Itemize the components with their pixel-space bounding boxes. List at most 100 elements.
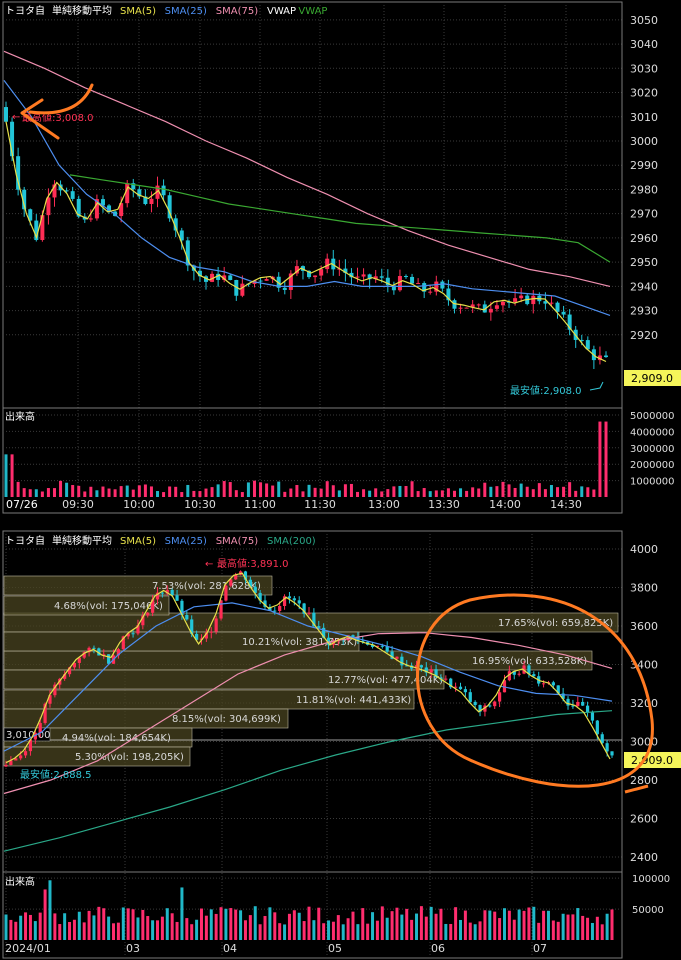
current-price-box bbox=[624, 752, 681, 768]
volume-bar bbox=[537, 922, 541, 940]
volume-bar bbox=[43, 889, 47, 940]
candle bbox=[346, 635, 350, 641]
volume-profile-label: 8.15%(vol: 304,699K) bbox=[172, 714, 281, 725]
candle bbox=[53, 684, 57, 696]
volume-bar bbox=[248, 915, 252, 940]
candle bbox=[282, 596, 287, 607]
candle bbox=[585, 340, 590, 350]
volume-bar bbox=[604, 421, 608, 497]
volume-bar bbox=[546, 910, 550, 940]
volume-bar bbox=[253, 906, 257, 940]
volume-bar bbox=[113, 489, 117, 497]
volume-bar bbox=[444, 923, 448, 940]
candle bbox=[88, 218, 93, 220]
volume-bar bbox=[405, 908, 409, 940]
volume-bar bbox=[229, 908, 233, 940]
volume-bar bbox=[65, 482, 69, 497]
x-tick-label: 07 bbox=[533, 942, 547, 955]
candle bbox=[597, 355, 602, 361]
legend-item: トヨタ自 bbox=[5, 534, 45, 547]
sma25-line bbox=[3, 80, 611, 316]
candle bbox=[395, 656, 399, 659]
volume-bar bbox=[234, 909, 238, 940]
volume-bar bbox=[263, 916, 267, 940]
sma75-line bbox=[3, 50, 611, 287]
volume-bar bbox=[199, 908, 203, 940]
volume-bar bbox=[224, 908, 228, 940]
volume-bar bbox=[97, 906, 101, 940]
y-tick-label: 3200 bbox=[630, 697, 658, 710]
y-tick-label: 2920 bbox=[630, 329, 658, 342]
candle bbox=[43, 703, 47, 723]
candle bbox=[434, 281, 439, 292]
candle bbox=[488, 308, 493, 313]
high-arrow: ← bbox=[12, 112, 20, 123]
candle bbox=[551, 682, 555, 686]
y-tick-label: 3030 bbox=[630, 62, 658, 75]
volume-bar bbox=[380, 906, 384, 940]
candle bbox=[167, 195, 172, 219]
candle bbox=[72, 662, 77, 668]
legend-item: 単純移動平均 bbox=[52, 4, 112, 17]
legend-item: VWAP bbox=[267, 6, 296, 17]
legend-item: VWAP bbox=[298, 6, 327, 17]
volume-bar bbox=[297, 912, 301, 940]
volume-bar bbox=[307, 906, 311, 940]
candle bbox=[355, 276, 360, 278]
candle bbox=[476, 304, 481, 306]
candle bbox=[292, 598, 296, 601]
volume-bar bbox=[434, 913, 438, 940]
candle bbox=[14, 758, 18, 761]
volume-bar bbox=[58, 924, 62, 940]
candle bbox=[240, 283, 245, 296]
volume-bar bbox=[126, 908, 130, 940]
candle bbox=[282, 287, 287, 290]
volume-bar bbox=[185, 918, 189, 940]
volume-bar bbox=[119, 486, 123, 497]
volume-bar bbox=[562, 486, 566, 497]
y-tick-label: 3020 bbox=[630, 87, 658, 100]
candle bbox=[410, 276, 415, 284]
volume-bar bbox=[174, 486, 178, 497]
volume-bar bbox=[33, 921, 37, 940]
candle bbox=[449, 678, 453, 688]
volume-bar bbox=[512, 919, 516, 940]
volume-bar bbox=[507, 484, 511, 497]
volume-bar bbox=[449, 923, 453, 940]
volume-profile-band bbox=[3, 595, 170, 616]
volume-tick-label: 2000000 bbox=[630, 460, 675, 471]
candle bbox=[312, 612, 316, 627]
volume-bar bbox=[561, 913, 565, 940]
candle bbox=[458, 307, 463, 309]
volume-bar bbox=[595, 916, 599, 940]
volume-bar bbox=[72, 919, 76, 940]
candle bbox=[263, 600, 267, 607]
volume-bar bbox=[590, 922, 594, 940]
volume-bar bbox=[287, 913, 291, 940]
candle bbox=[543, 301, 548, 304]
candle bbox=[33, 732, 37, 740]
volume-bar bbox=[419, 906, 423, 940]
candle bbox=[143, 196, 148, 205]
candle bbox=[473, 701, 477, 706]
volume-tick-label: 100000 bbox=[632, 874, 670, 885]
candle bbox=[243, 571, 248, 580]
candle bbox=[585, 705, 590, 713]
candle bbox=[141, 615, 145, 626]
volume-bar bbox=[228, 482, 232, 497]
volume-bar bbox=[410, 919, 414, 940]
volume-bar bbox=[34, 489, 38, 497]
volume-bar bbox=[556, 487, 560, 497]
volume-bar bbox=[513, 487, 517, 497]
volume-bar bbox=[525, 486, 529, 497]
volume-bar bbox=[580, 486, 584, 497]
sma25-line bbox=[3, 602, 613, 752]
sma5-line bbox=[5, 121, 607, 363]
candle bbox=[161, 185, 166, 196]
volume-bar bbox=[71, 485, 75, 497]
volume-bar bbox=[259, 482, 263, 497]
low-arrow bbox=[589, 381, 604, 391]
volume-bar bbox=[190, 924, 194, 940]
candle bbox=[370, 644, 375, 647]
volume-tick-label: 5000000 bbox=[630, 411, 675, 422]
